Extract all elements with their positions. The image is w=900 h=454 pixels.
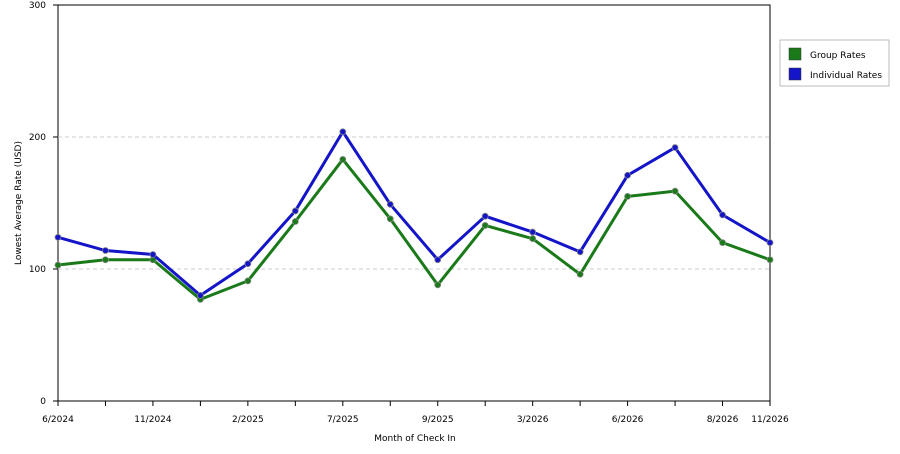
- data-point: [102, 247, 109, 254]
- legend-label: Individual Rates: [810, 71, 882, 81]
- series-line: [57, 130, 771, 297]
- y-axis-label: Lowest Average Rate (USD): [14, 141, 24, 265]
- x-tick-label: 2/2025: [232, 415, 264, 425]
- data-point: [291, 207, 299, 215]
- legend-swatch: [788, 47, 802, 61]
- data-point: [386, 215, 394, 223]
- data-point: [624, 171, 631, 179]
- data-point: [196, 291, 204, 299]
- x-tick-label: 9/2025: [422, 415, 454, 425]
- x-tick-label: 8/2026: [707, 415, 739, 425]
- data-point: [671, 187, 679, 195]
- x-tick-label: 7/2025: [327, 415, 359, 425]
- data-point: [434, 281, 442, 289]
- data-point: [54, 233, 62, 241]
- data-point: [244, 277, 252, 285]
- y-tick-label: 200: [29, 133, 46, 143]
- data-point: [719, 211, 726, 219]
- data-point: [386, 200, 394, 208]
- x-axis-label: Month of Check In: [374, 434, 456, 444]
- data-point: [671, 144, 679, 151]
- data-point: [576, 270, 584, 278]
- data-point: [766, 256, 774, 264]
- y-tick-label: 100: [29, 265, 46, 275]
- data-point: [291, 218, 299, 225]
- data-point: [54, 261, 62, 269]
- y-tick-label: 0: [40, 397, 46, 407]
- data-point: [766, 239, 774, 247]
- x-tick-label: 3/2026: [517, 415, 549, 425]
- legend-swatch: [788, 67, 802, 81]
- data-point: [529, 228, 537, 236]
- data-point: [719, 239, 726, 247]
- data-point: [624, 192, 631, 200]
- data-point: [149, 251, 157, 258]
- x-tick-label: 11/2026: [751, 415, 789, 425]
- x-tick-label: 6/2026: [612, 415, 644, 425]
- legend-box: [779, 39, 890, 87]
- data-point: [339, 128, 347, 136]
- data-point: [576, 248, 584, 256]
- data-point: [529, 235, 537, 243]
- x-tick-label: 6/2024: [42, 415, 74, 425]
- plot-frame: [57, 4, 771, 402]
- data-point: [102, 256, 109, 264]
- legend-label: Group Rates: [810, 51, 866, 61]
- data-point: [481, 212, 489, 220]
- data-point: [244, 260, 252, 268]
- series-line: [57, 157, 771, 301]
- data-point: [339, 156, 347, 163]
- data-point: [481, 222, 489, 229]
- data-point: [434, 256, 442, 264]
- y-tick-label: 300: [29, 1, 46, 11]
- x-tick-label: 11/2024: [134, 415, 172, 425]
